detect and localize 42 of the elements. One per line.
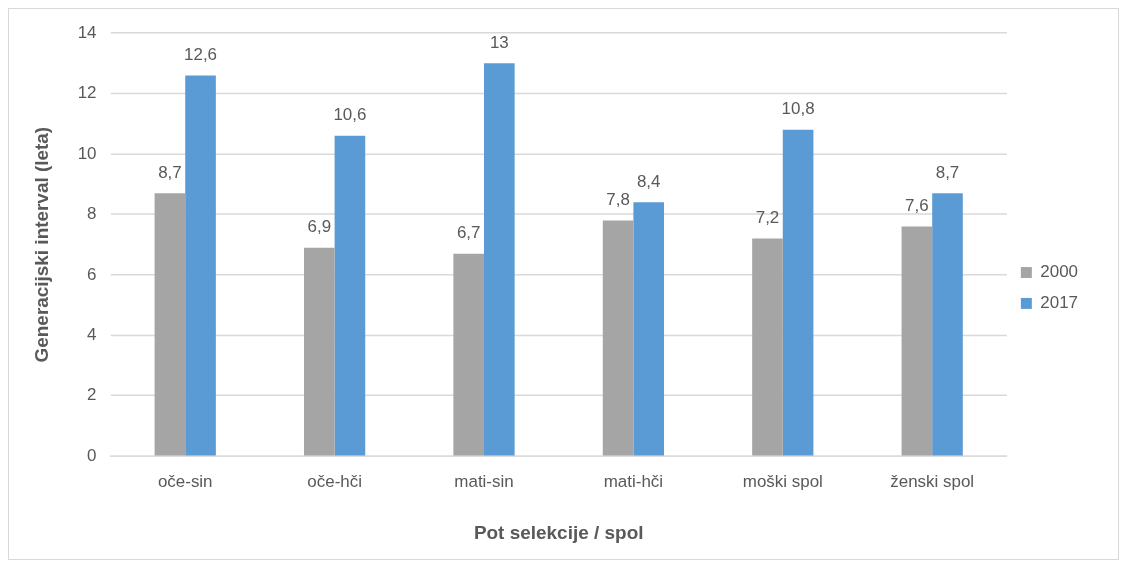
x-tick-label: oče-hči — [307, 471, 362, 491]
y-tick-label: 0 — [87, 445, 97, 465]
data-label: 7,2 — [755, 207, 780, 227]
y-tick-label: 12 — [77, 83, 97, 103]
data-label: 7,6 — [905, 195, 929, 215]
bar — [752, 238, 783, 456]
bar — [154, 193, 186, 456]
x-tick-label: mati-hči — [603, 471, 664, 491]
x-axis-title: Pot selekcije / spol — [473, 521, 644, 543]
y-tick-label: 8 — [87, 204, 97, 224]
bar — [185, 75, 216, 456]
bar — [932, 193, 963, 456]
data-label: 8,7 — [935, 162, 960, 182]
data-label: 13 — [489, 32, 509, 52]
bar — [901, 226, 933, 456]
y-tick-label: 2 — [87, 385, 97, 405]
x-tick-label: oče-sin — [157, 471, 213, 491]
x-tick-label: moški spol — [742, 471, 823, 491]
data-label: 6,9 — [307, 216, 332, 236]
data-label: 10,6 — [333, 105, 367, 125]
data-label: 8,4 — [636, 171, 661, 191]
bar — [334, 135, 366, 456]
bar — [633, 202, 665, 456]
x-tick-label: ženski spol — [890, 471, 975, 491]
y-tick-label: 6 — [87, 264, 97, 284]
data-label: 12,6 — [184, 44, 218, 64]
data-label: 6,7 — [456, 222, 481, 242]
legend-label: 2000 — [1040, 262, 1079, 282]
data-label: 8,7 — [158, 162, 182, 182]
data-label: 10,8 — [781, 99, 815, 119]
bar — [602, 220, 634, 456]
x-tick-label: mati-sin — [454, 471, 514, 491]
bar — [453, 253, 485, 456]
y-tick-label: 4 — [87, 324, 97, 344]
y-tick-label: 10 — [77, 143, 97, 163]
data-label: 7,8 — [606, 189, 630, 209]
y-tick-label: 14 — [77, 22, 97, 42]
bar — [303, 247, 335, 456]
bar — [782, 129, 814, 456]
y-axis-title: Generacijski interval (leta) — [30, 126, 52, 363]
bar — [484, 63, 515, 456]
legend-label: 2017 — [1040, 293, 1079, 313]
